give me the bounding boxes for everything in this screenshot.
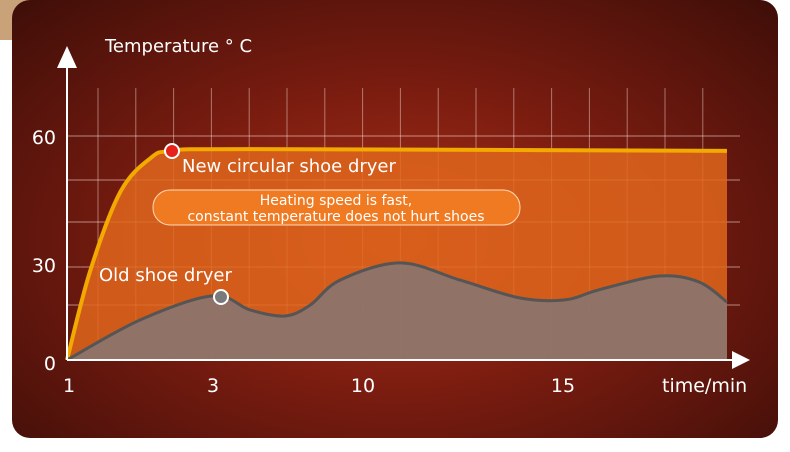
x-tick-label: 10 (351, 375, 375, 397)
y-tick-label: 0 (44, 353, 56, 375)
old-dryer-marker (213, 289, 229, 305)
annotation-line-1: Heating speed is fast, (260, 193, 412, 209)
x-tick-labels: 1 3 10 15 (63, 375, 575, 397)
annotation-box (152, 189, 521, 226)
series-line-1 (66, 261, 728, 362)
markers (164, 143, 229, 305)
series-areas (65, 147, 728, 362)
series-line-0 (65, 147, 728, 361)
axes (57, 46, 750, 369)
series-area-1 (67, 262, 727, 360)
new-dryer-marker (164, 143, 180, 159)
series-label-new: New circular shoe dryer (182, 156, 396, 177)
x-axis-arrow-icon (732, 351, 750, 369)
x-axis-label: time/min (662, 375, 747, 397)
y-axis-label: Temperature ° C (104, 36, 252, 57)
y-tick-labels: 60 30 0 (32, 127, 56, 375)
series-label-old: Old shoe dryer (99, 265, 232, 286)
y-axis-arrow-icon (57, 46, 77, 68)
y-tick-label: 30 (32, 255, 56, 277)
annotation-line-2: constant temperature does not hurt shoes (187, 209, 484, 225)
x-tick-label: 1 (63, 375, 75, 397)
annotation-bubble: Heating speed is fast, constant temperat… (152, 189, 521, 226)
x-tick-label: 3 (207, 375, 219, 397)
x-tick-label: 15 (551, 375, 575, 397)
y-tick-label: 60 (32, 127, 56, 149)
